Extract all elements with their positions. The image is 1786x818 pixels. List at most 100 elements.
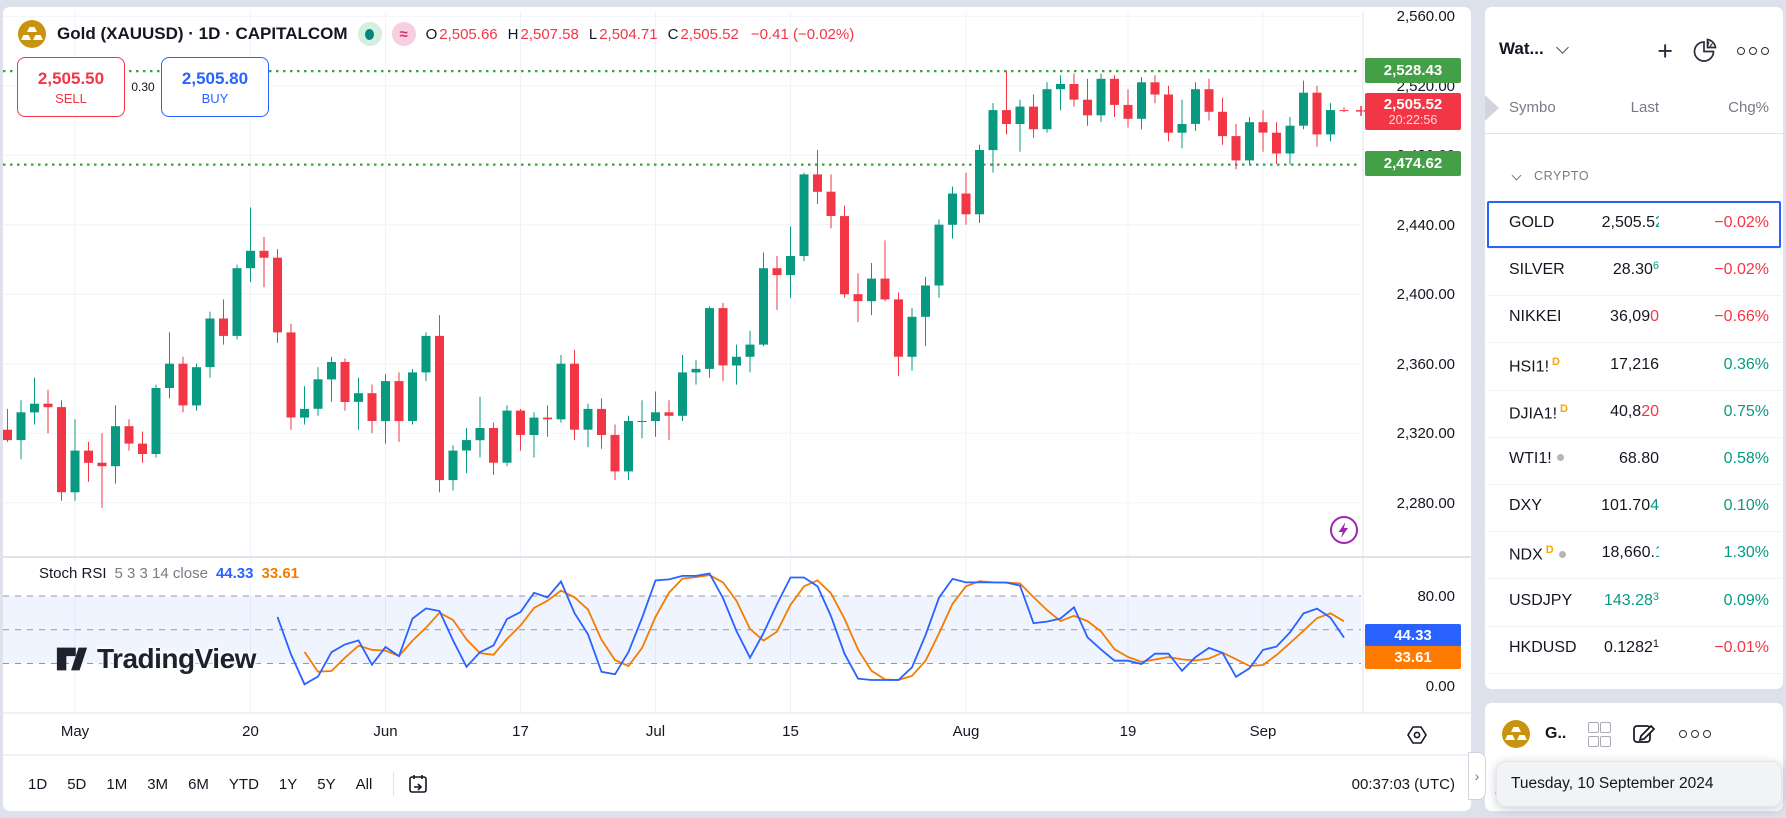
add-symbol-icon[interactable]: + — [1657, 36, 1673, 66]
sell-button[interactable]: 2,505.50 SELL — [17, 57, 125, 117]
watchlist-row-gold[interactable]: GOLD 2,505.52 −0.02% — [1487, 201, 1781, 249]
range-button-1d[interactable]: 1D — [28, 775, 48, 793]
time-tick-aug: Aug — [952, 723, 980, 740]
range-button-6m[interactable]: 6M — [188, 775, 209, 793]
market-status-icon[interactable] — [357, 22, 382, 46]
buy-price: 2,505.80 — [181, 68, 249, 88]
delayed-badge: D — [1560, 402, 1568, 415]
edit-note-icon[interactable] — [1631, 721, 1657, 747]
last-price: 17,216 — [1610, 355, 1659, 373]
time-tick-jun: Jun — [373, 723, 398, 740]
chevron-down-icon — [1511, 170, 1522, 180]
high-price-badge: 2,528.43 — [1365, 58, 1461, 83]
symbol-name: HKDUSD — [1509, 638, 1577, 656]
time-tick-15: 15 — [782, 723, 799, 740]
watermark-text: TradingView — [97, 643, 256, 674]
tradingview-watermark: TradingView — [55, 643, 256, 675]
indicator-params: 5 3 3 14 close — [114, 565, 208, 582]
pie-chart-icon[interactable] — [1691, 37, 1719, 65]
candlestick-chart[interactable] — [3, 7, 1471, 811]
watchlist-columns: Symbo Last Chg% — [1485, 95, 1783, 125]
symbol-name: NDX D — [1509, 544, 1566, 564]
go-to-date-icon[interactable] — [406, 772, 430, 796]
delayed-badge: D — [1545, 544, 1554, 557]
price-tick: 2,560.00 — [1396, 8, 1455, 25]
change-percent: 0.58% — [1723, 450, 1769, 467]
range-button-3m[interactable]: 3M — [147, 775, 169, 793]
watchlist-row-usdjpy[interactable]: USDJPY 143.283 0.09% — [1487, 579, 1781, 627]
section-crypto[interactable]: CRYPTO — [1509, 169, 1589, 183]
column-last[interactable]: Last — [1630, 99, 1659, 116]
symbol-name: DXY — [1509, 497, 1542, 515]
instant-trading-icon[interactable] — [1329, 515, 1359, 545]
watchlist-row-hkdusd[interactable]: HKDUSD 0.12821 −0.01% — [1487, 626, 1781, 674]
collapse-watchlist-handle[interactable]: › — [1468, 752, 1486, 800]
toolbar-divider — [393, 772, 395, 796]
watchlist-row-nikkei[interactable]: NIKKEI 36,090 −0.66% — [1487, 295, 1781, 344]
range-button-1m[interactable]: 1M — [106, 775, 128, 793]
watchlist-row-silver[interactable]: SILVER 28.306 −0.02% — [1487, 248, 1781, 297]
watchlist-title[interactable]: Wat... — [1499, 39, 1544, 58]
change-percent: −0.02% — [1714, 214, 1769, 231]
column-symbol[interactable]: Symbo — [1509, 99, 1556, 116]
buy-label: BUY — [201, 90, 229, 106]
range-button-1y[interactable]: 1Y — [278, 775, 298, 793]
last-price: 0.12821 — [1603, 637, 1659, 656]
chevron-down-icon[interactable] — [1555, 40, 1569, 54]
symbol-name: GOLD — [1509, 214, 1555, 231]
symbol-name: USDJPY — [1509, 591, 1573, 609]
sell-label: SELL — [55, 90, 87, 106]
range-button-5y[interactable]: 5Y — [317, 775, 336, 793]
oscillator-tick: 80.00 — [1417, 588, 1455, 605]
grid-view-icon[interactable] — [1588, 721, 1612, 747]
indicator-legend[interactable]: Stoch RSI 5 3 3 14 close 44.33 33.61 — [33, 563, 306, 584]
column-chg[interactable]: Chg% — [1728, 99, 1769, 116]
stoch-d-badge: 33.61 — [1365, 646, 1461, 669]
delayed-data-icon[interactable]: ≈ — [391, 22, 416, 46]
stoch-k-badge: 44.33 — [1365, 624, 1461, 647]
sell-price: 2,505.50 — [37, 68, 105, 88]
watchlist-row-wti1[interactable]: WTI1! 68.80 0.58% — [1487, 437, 1781, 485]
tradingview-logo-icon — [56, 647, 88, 671]
indicator-d-value: 33.61 — [261, 565, 300, 582]
more-options-icon[interactable] — [1679, 730, 1712, 738]
symbol-title[interactable]: Gold (XAUUSD) · 1D · CAPITALCOM — [57, 24, 348, 43]
section-label: CRYPTO — [1534, 169, 1590, 183]
more-options-icon[interactable] — [1737, 47, 1769, 55]
gold-symbol-icon — [18, 20, 46, 48]
time-tick-sep: Sep — [1249, 723, 1277, 740]
chart-panel: Gold (XAUUSD) · 1D · CAPITALCOM ≈ O 2,505… — [2, 6, 1472, 812]
buy-button[interactable]: 2,505.80 BUY — [161, 57, 269, 117]
symbol-name: DJIA1! D — [1509, 402, 1568, 423]
range-button-ytd[interactable]: YTD — [228, 775, 259, 793]
watchlist-row-dxy[interactable]: DXY 101.704 0.10% — [1487, 484, 1781, 533]
detail-symbol-label[interactable]: G.. — [1545, 725, 1567, 742]
column-grip-icon[interactable] — [1485, 95, 1499, 121]
range-buttons: 1D 5D 1M 3M 6M YTD 1Y 5Y All — [19, 771, 381, 798]
date-tooltip: Tuesday, 10 September 2024 — [1496, 761, 1782, 807]
price-tick: 2,320.00 — [1396, 425, 1455, 442]
change-percent: 0.09% — [1723, 591, 1769, 609]
countdown-timer: 20:22:56 — [1388, 113, 1438, 127]
last-price: 2,505.52 — [1601, 214, 1659, 231]
time-tick-may: May — [60, 723, 90, 740]
last-price-badge: 2,505.52 20:22:56 — [1365, 93, 1461, 130]
session-clock[interactable]: 00:37:03 (UTC) — [1351, 775, 1455, 793]
change-percent: −0.02% — [1714, 261, 1769, 279]
ohlc-values: O 2,505.66 H 2,507.58 L 2,504.71 C 2,505.52 −0.4… — [425, 25, 855, 43]
last-price: 28.306 — [1612, 260, 1659, 279]
watchlist-row-djia1[interactable]: DJIA1! D 40,820 0.75% — [1487, 390, 1781, 438]
last-price: 68.80 — [1618, 450, 1659, 467]
range-button-5d[interactable]: 5D — [67, 775, 87, 793]
watchlist-row-hsi1[interactable]: HSI1! D 17,216 0.36% — [1487, 343, 1781, 391]
low-price-badge: 2,474.62 — [1365, 151, 1461, 176]
scale-settings-icon[interactable] — [1405, 723, 1429, 747]
range-button-all[interactable]: All — [355, 775, 373, 793]
change-percent: 0.75% — [1723, 402, 1769, 420]
spread-value: 0.30 — [125, 78, 161, 96]
time-tick-jul: Jul — [645, 723, 666, 740]
time-axis[interactable]: May 20 Jun 17 Jul 15 Aug 19 Sep — [3, 723, 1471, 753]
last-price: 40,820 — [1610, 402, 1659, 420]
